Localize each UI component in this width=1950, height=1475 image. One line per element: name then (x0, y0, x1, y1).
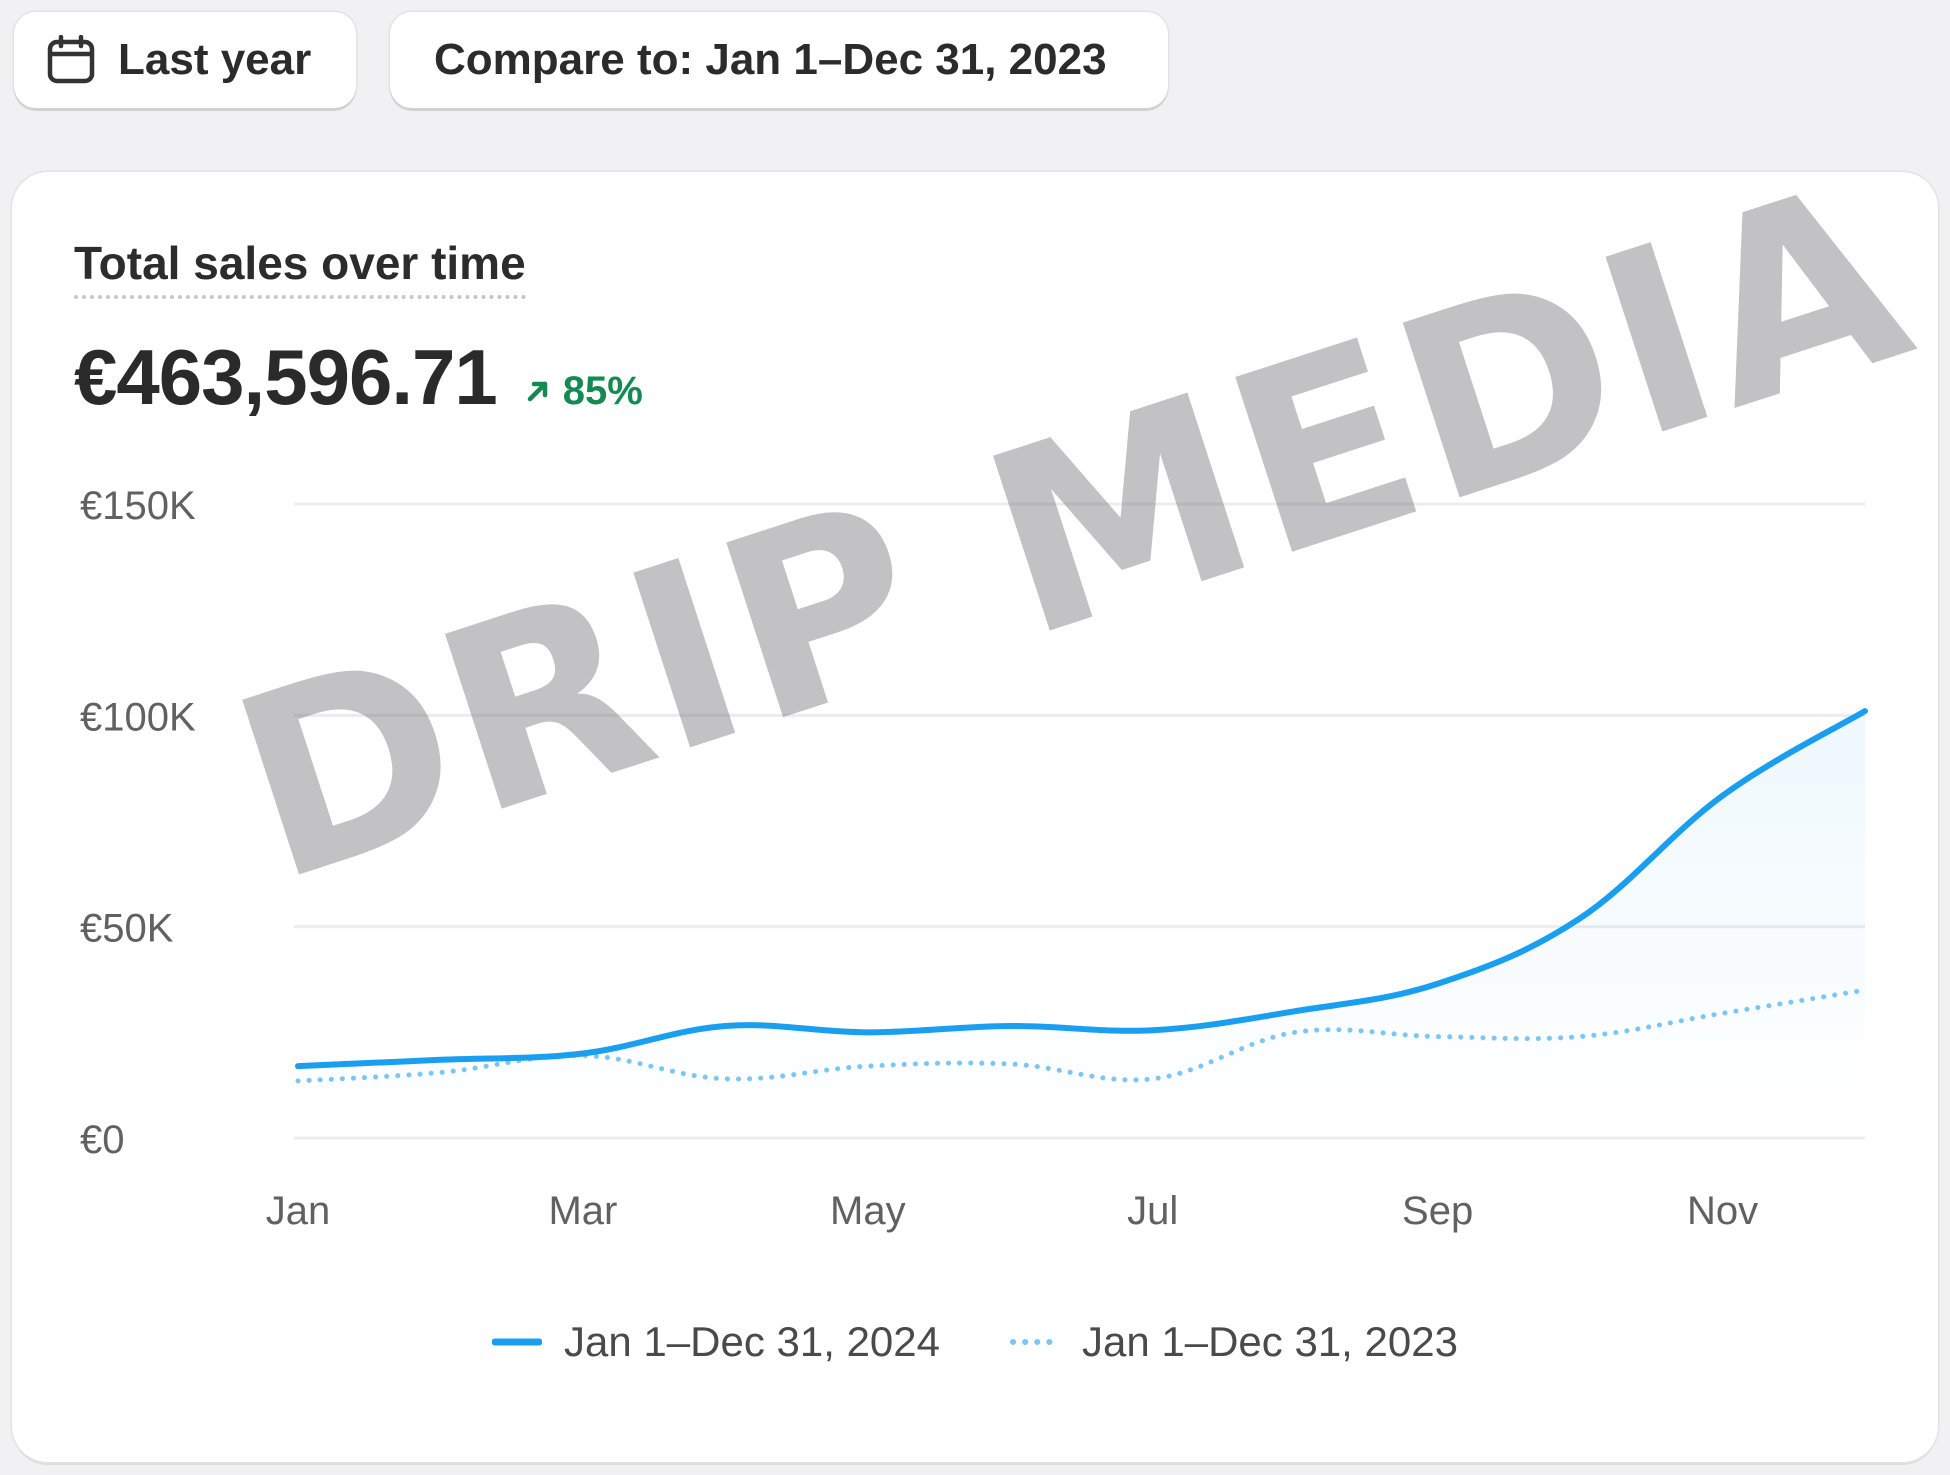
y-tick-label: €100K (80, 695, 196, 739)
x-tick-label: Sep (1402, 1189, 1473, 1233)
x-tick-label: Nov (1687, 1189, 1758, 1233)
data-point-2023 (1862, 987, 1868, 993)
data-point-2024 (722, 1023, 728, 1029)
compare-label: Compare to: Jan 1–Dec 31, 2023 (434, 35, 1107, 84)
series-line-2023 (295, 987, 1868, 1084)
calendar-icon (46, 34, 96, 85)
data-point-2024 (1577, 915, 1583, 921)
solid-line-swatch (492, 1338, 543, 1346)
data-point-2023 (1720, 1010, 1726, 1016)
data-point-2023 (722, 1076, 728, 1082)
x-tick-label: Mar (548, 1189, 617, 1233)
data-point-2024 (1292, 1008, 1298, 1014)
x-tick-label: Jul (1127, 1189, 1178, 1233)
data-point-2024 (295, 1063, 301, 1069)
change-percent: 85% (562, 368, 643, 413)
data-point-2023 (437, 1069, 443, 1075)
x-tick-label: May (830, 1189, 906, 1233)
legend-label-current: Jan 1–Dec 31, 2024 (564, 1318, 940, 1365)
y-tick-label: €0 (80, 1118, 125, 1162)
series-line-2024 (295, 708, 1868, 1070)
data-point-2023 (1007, 1061, 1013, 1067)
x-tick-label: Jan (266, 1189, 331, 1233)
date-range-button[interactable]: Last year (14, 12, 356, 108)
dotted-line-swatch (1010, 1339, 1060, 1345)
data-point-2024 (437, 1057, 443, 1063)
data-point-2023 (580, 1053, 586, 1059)
data-point-2023 (1292, 1029, 1298, 1035)
data-point-2024 (865, 1029, 871, 1035)
data-point-2024 (1720, 793, 1726, 799)
sales-line-chart: €0 €50K €100K €150K Jan Mar May Jul Sep Nov (80, 484, 1868, 1233)
data-point-2023 (865, 1063, 871, 1069)
card-title[interactable]: Total sales over time (74, 238, 526, 299)
toolbar: Last year Compare to: Jan 1–Dec 31, 2023 (14, 12, 1168, 108)
data-point-2024 (1862, 708, 1868, 714)
data-point-2023 (1435, 1034, 1441, 1040)
date-range-label: Last year (118, 35, 312, 84)
legend-item-current[interactable]: Jan 1–Dec 31, 2024 (492, 1318, 940, 1366)
data-point-2024 (1150, 1027, 1156, 1033)
total-sales-card: Total sales over time €463,596.71 85% €0… (12, 172, 1938, 1462)
chart-legend: Jan 1–Dec 31, 2024 Jan 1–Dec 31, 2023 (12, 1318, 1938, 1366)
data-point-2023 (295, 1078, 301, 1084)
y-tick-label: €50K (80, 907, 174, 951)
data-point-2024 (1007, 1023, 1013, 1029)
change-badge: 85% (525, 369, 643, 414)
total-sales-value: €463,596.71 (74, 333, 498, 421)
legend-label-comparison: Jan 1–Dec 31, 2023 (1082, 1318, 1458, 1365)
metric-row: €463,596.71 85% (74, 332, 643, 423)
arrow-up-right-icon (527, 381, 548, 402)
compare-button[interactable]: Compare to: Jan 1–Dec 31, 2023 (390, 12, 1168, 108)
data-point-2023 (1150, 1076, 1156, 1082)
y-tick-label: €150K (80, 484, 196, 528)
legend-item-comparison[interactable]: Jan 1–Dec 31, 2023 (1010, 1318, 1458, 1366)
data-point-2023 (1577, 1034, 1583, 1040)
data-point-2024 (1435, 981, 1441, 987)
